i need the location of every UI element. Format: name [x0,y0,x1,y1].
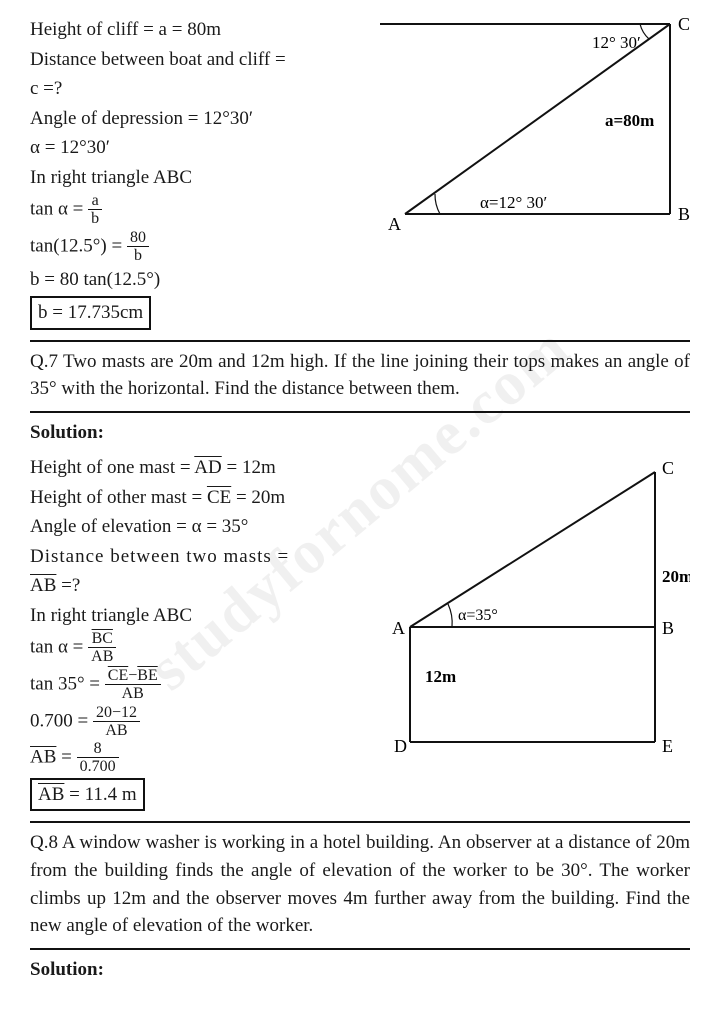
line: In right triangle ABC [30,602,370,630]
eq: AB = 8 0.700 [30,741,370,776]
num: 20−12 [93,705,140,722]
sec2-text: Height of one mast = AD = 12m Height of … [30,452,370,813]
line: In right triangle ABC [30,164,350,192]
line: α = 12°30′ [30,134,350,162]
eq-pre: tan α = [30,199,88,220]
divider [30,948,690,950]
angle-35: α=35° [458,607,498,624]
t: Height of one mast = [30,457,194,478]
t: =? [56,575,80,596]
solution-label: Solution: [30,956,690,984]
section-1: Height of cliff = a = 80m Distance betwe… [30,14,690,332]
vtx-c: C [678,14,690,34]
diagram-2: A B C D E α=35° 20m 12m [380,452,690,781]
boxed-answer: AB = 11.4 m [30,778,145,812]
h12: 12m [425,667,456,686]
fraction: BC AB [88,631,116,666]
vtx-a: A [388,214,401,234]
segment: CE [207,487,231,508]
eq-pre: tan 35° = [30,674,105,695]
t: = [56,747,76,768]
den: b [88,210,102,228]
den: b [127,247,149,265]
eq: 0.700 = 20−12 AB [30,705,370,740]
line: Height of one mast = AD = 12m [30,454,370,482]
line: Distance between boat and cliff = [30,46,350,74]
den: AB [93,722,140,740]
t: Height of other mast = [30,487,207,508]
eq: tan α = BC AB [30,631,370,666]
num: a [88,193,102,210]
divider [30,340,690,342]
vtx-b: B [662,618,674,638]
divider [30,821,690,823]
diagram-2-svg: A B C D E α=35° 20m 12m [380,452,690,772]
vtx-b: B [678,204,690,224]
page-content: Height of cliff = a = 80m Distance betwe… [30,14,690,983]
line: c =? [30,75,350,103]
den: AB [88,648,116,666]
fraction: 20−12 AB [93,705,140,740]
fraction: CE−BE AB [105,668,161,703]
vtx-c: C [662,458,674,478]
line: Angle of depression = 12°30′ [30,105,350,133]
side-a: a=80m [605,111,654,130]
den: AB [105,685,161,703]
line: Angle of elevation = α = 35° [30,513,370,541]
vtx-e: E [662,736,673,756]
eq-tan-alpha: tan α = a b [30,193,350,228]
line: Height of cliff = a = 80m [30,16,350,44]
question-7: Q.7 Two masts are 20m and 12m high. If t… [30,348,690,403]
eq-pre: tan α = [30,637,88,658]
eq-pre: tan(12.5°) = [30,236,127,257]
answer-box: b = 17.735cm [30,296,350,330]
solution-label: Solution: [30,419,690,447]
segment: AD [194,457,221,478]
diagram-1: C B A 12° 30′ a=80m α=12° 30′ [360,14,690,253]
segment: AB [30,575,56,596]
num: 8 [77,741,119,758]
eq: tan 35° = CE−BE AB [30,668,370,703]
triangle-1-svg: C B A 12° 30′ a=80m α=12° 30′ [360,14,690,244]
angle-base: α=12° 30′ [480,193,547,212]
angle-top: 12° 30′ [592,33,641,52]
line: Height of other mast = CE = 20m [30,484,370,512]
t: = 12m [222,457,276,478]
fraction: a b [88,193,102,228]
eq-pre: 0.700 = [30,710,93,731]
fraction: 8 0.700 [77,741,119,776]
vtx-d: D [394,736,407,756]
question-8: Q.8 A window washer is working in a hote… [30,829,690,939]
sec1-text: Height of cliff = a = 80m Distance betwe… [30,14,350,332]
h20: 20m [662,567,690,586]
den: 0.700 [77,758,119,776]
t: = 20m [231,487,285,508]
num: CE−BE [105,668,161,685]
line: b = 80 tan(12.5°) [30,266,350,294]
vtx-a: A [392,618,405,638]
segment: AB [30,747,56,768]
num: BC [88,631,116,648]
fraction: 80 b [127,230,149,265]
line: AB =? [30,572,370,600]
section-2: Height of one mast = AD = 12m Height of … [30,452,690,813]
eq-tan-12: tan(12.5°) = 80 b [30,230,350,265]
divider [30,411,690,413]
boxed-answer: b = 17.735cm [30,296,151,330]
answer-box: AB = 11.4 m [30,778,370,812]
line: Distance between two masts = [30,543,370,571]
num: 80 [127,230,149,247]
